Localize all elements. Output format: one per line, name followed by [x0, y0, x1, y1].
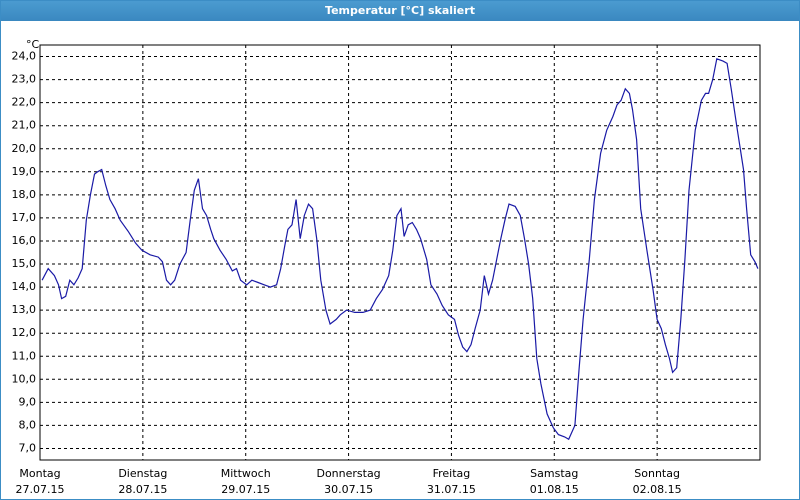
x-tick-date: 27.07.15 — [16, 483, 65, 496]
y-tick-label: 7,0 — [19, 441, 37, 454]
y-tick-label: 20,0 — [12, 142, 37, 155]
x-tick-label: Dienstag — [118, 467, 167, 480]
y-tick-label: 23,0 — [12, 73, 37, 86]
x-tick-date: 29.07.15 — [221, 483, 270, 496]
y-tick-label: 8,0 — [19, 418, 37, 431]
y-tick-label: 15,0 — [12, 257, 37, 270]
x-tick-label: Sonntag — [634, 467, 680, 480]
x-tick-label: Samstag — [530, 467, 578, 480]
y-tick-label: 19,0 — [12, 165, 37, 178]
y-tick-label: 24,0 — [12, 50, 37, 63]
y-unit: °C — [26, 38, 40, 51]
x-tick-label: Montag — [19, 467, 60, 480]
y-tick-label: 17,0 — [12, 211, 37, 224]
x-tick-date: 02.08.15 — [633, 483, 682, 496]
y-tick-label: 10,0 — [12, 372, 37, 385]
y-tick-label: 9,0 — [19, 395, 37, 408]
y-tick-label: 21,0 — [12, 119, 37, 132]
y-tick-label: 12,0 — [12, 326, 37, 339]
y-tick-label: 16,0 — [12, 234, 37, 247]
temperature-line — [41, 57, 759, 441]
y-tick-label: 11,0 — [12, 349, 37, 362]
x-tick-label: Donnerstag — [316, 467, 380, 480]
x-tick-date: 01.08.15 — [530, 483, 579, 496]
y-tick-label: 18,0 — [12, 188, 37, 201]
y-tick-label: 13,0 — [12, 303, 37, 316]
x-tick-date: 30.07.15 — [324, 483, 373, 496]
x-tick-date: 31.07.15 — [427, 483, 476, 496]
y-tick-label: 22,0 — [12, 96, 37, 109]
y-tick-label: 14,0 — [12, 280, 37, 293]
x-tick-date: 28.07.15 — [118, 483, 167, 496]
x-tick-label: Mittwoch — [221, 467, 271, 480]
title-bar: Temperatur [°C] skaliert — [1, 1, 799, 21]
x-tick-label: Freitag — [433, 467, 471, 480]
plot-frame — [39, 44, 761, 461]
